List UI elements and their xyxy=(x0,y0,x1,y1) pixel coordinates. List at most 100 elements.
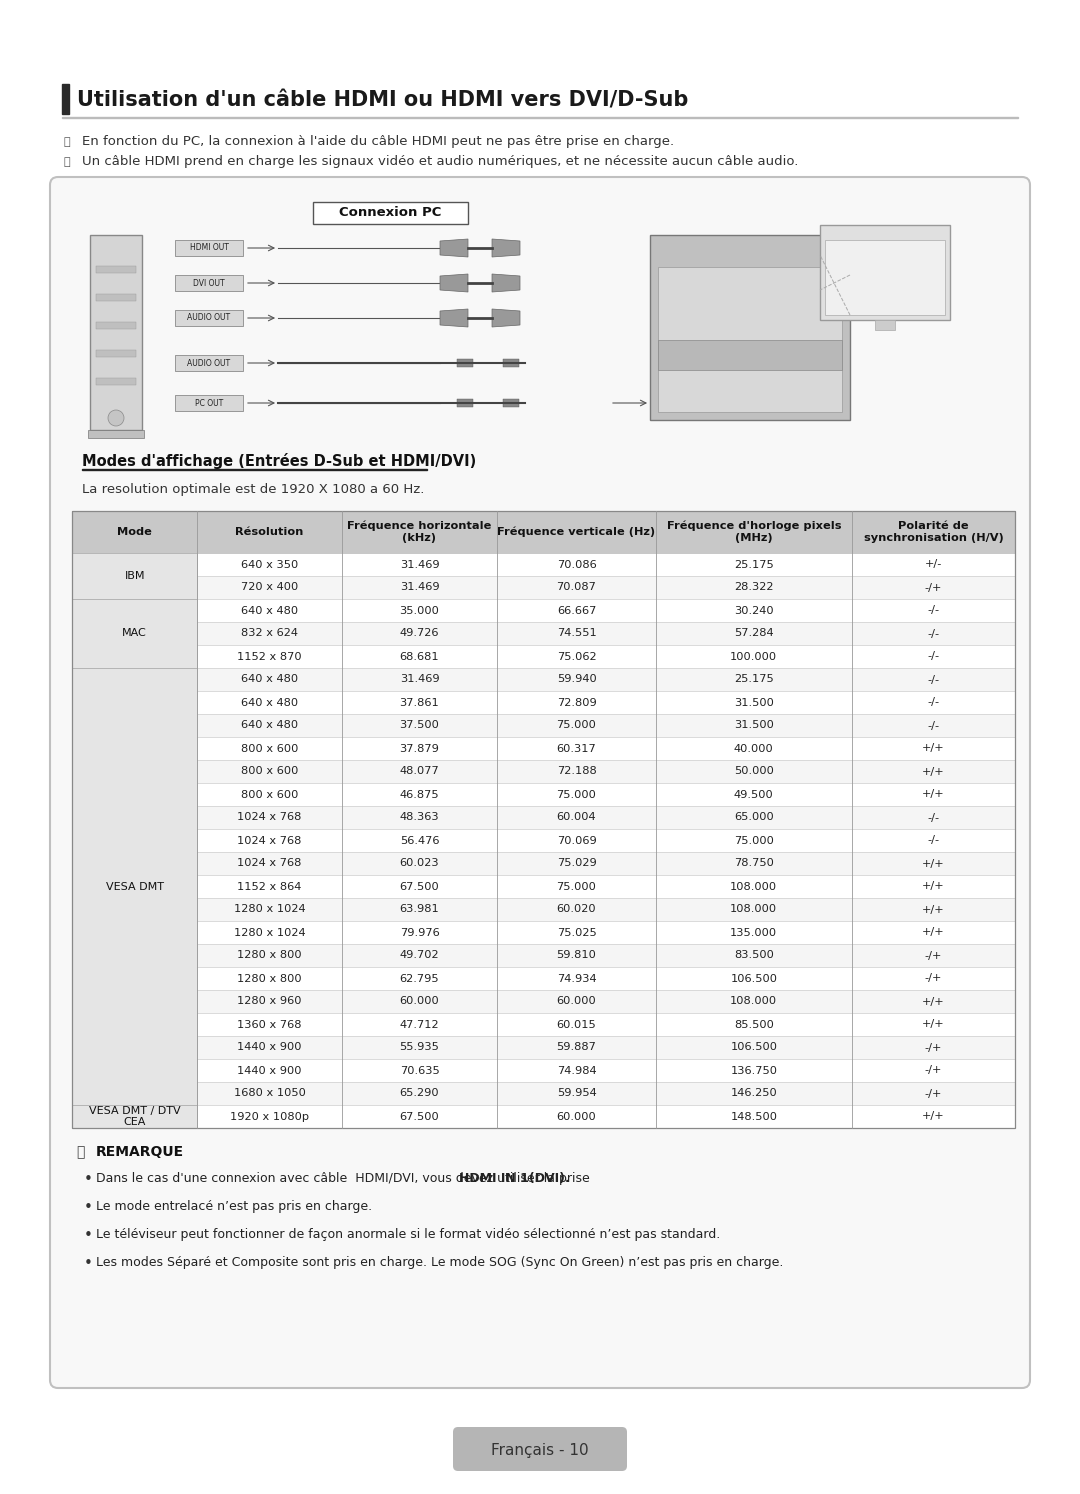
Bar xyxy=(503,399,519,406)
Text: 1280 x 1024: 1280 x 1024 xyxy=(233,928,306,938)
Bar xyxy=(96,350,136,357)
Text: Modes d'affichage (Entrées D-Sub et HDMI/DVI): Modes d'affichage (Entrées D-Sub et HDMI… xyxy=(82,453,476,469)
Bar xyxy=(658,267,842,412)
Text: +/+: +/+ xyxy=(922,766,945,777)
Text: 800 x 600: 800 x 600 xyxy=(241,766,298,777)
Text: 49.726: 49.726 xyxy=(400,629,440,638)
Text: 40.000: 40.000 xyxy=(734,744,773,753)
Text: MAC: MAC xyxy=(122,629,147,638)
Text: 74.984: 74.984 xyxy=(556,1065,596,1076)
Text: 146.250: 146.250 xyxy=(730,1089,778,1098)
Text: Mode: Mode xyxy=(118,527,152,536)
Text: •: • xyxy=(84,1171,93,1188)
Text: 60.015: 60.015 xyxy=(556,1019,596,1029)
Text: -/-: -/- xyxy=(928,813,940,823)
Text: La resolution optimale est de 1920 X 1080 a 60 Hz.: La resolution optimale est de 1920 X 108… xyxy=(82,483,424,496)
Text: 75.062: 75.062 xyxy=(556,651,596,662)
Bar xyxy=(72,1106,198,1128)
Bar xyxy=(457,399,473,406)
Text: Le mode entrelacé n’est pas pris en charge.: Le mode entrelacé n’est pas pris en char… xyxy=(96,1200,373,1213)
Text: 70.069: 70.069 xyxy=(556,835,596,846)
Text: •: • xyxy=(84,1256,93,1271)
Text: •: • xyxy=(84,1200,93,1215)
Text: 31.500: 31.500 xyxy=(733,698,773,708)
Polygon shape xyxy=(440,309,468,327)
Text: 46.875: 46.875 xyxy=(400,789,440,799)
Text: AUDIO OUT: AUDIO OUT xyxy=(188,314,230,323)
Bar xyxy=(72,829,1015,852)
Text: 70.086: 70.086 xyxy=(556,559,596,569)
Text: 49.500: 49.500 xyxy=(734,789,773,799)
Bar xyxy=(72,898,1015,920)
Text: 59.887: 59.887 xyxy=(556,1043,596,1052)
Text: 49.702: 49.702 xyxy=(400,950,440,961)
Bar xyxy=(503,359,519,368)
Text: Les modes Séparé et Composite sont pris en charge. Le mode SOG (Sync On Green) n: Les modes Séparé et Composite sont pris … xyxy=(96,1256,783,1268)
Text: 50.000: 50.000 xyxy=(733,766,773,777)
Text: 108.000: 108.000 xyxy=(730,904,778,914)
Text: AUDIO OUT: AUDIO OUT xyxy=(188,359,230,368)
Text: -/+: -/+ xyxy=(924,1065,942,1076)
Bar xyxy=(96,378,136,385)
Text: 640 x 480: 640 x 480 xyxy=(241,605,298,616)
Text: 60.000: 60.000 xyxy=(556,996,596,1007)
Bar xyxy=(72,1035,1015,1059)
Circle shape xyxy=(108,409,124,426)
Bar xyxy=(72,553,198,599)
Text: +/+: +/+ xyxy=(922,1112,945,1122)
Bar xyxy=(825,241,945,315)
Bar xyxy=(457,359,473,368)
FancyBboxPatch shape xyxy=(50,176,1030,1388)
Text: 83.500: 83.500 xyxy=(733,950,773,961)
Text: -/+: -/+ xyxy=(924,583,942,593)
Text: 63.981: 63.981 xyxy=(400,904,440,914)
Text: 56.476: 56.476 xyxy=(400,835,440,846)
Bar xyxy=(72,668,198,1106)
Text: Français - 10: Français - 10 xyxy=(491,1443,589,1458)
Text: Connexion PC: Connexion PC xyxy=(339,206,442,220)
Text: 31.500: 31.500 xyxy=(733,720,773,731)
Text: 79.976: 79.976 xyxy=(400,928,440,938)
Bar xyxy=(96,323,136,329)
Text: VESA DMT / DTV
CEA: VESA DMT / DTV CEA xyxy=(89,1106,180,1128)
Text: 800 x 600: 800 x 600 xyxy=(241,744,298,753)
Bar xyxy=(175,241,243,255)
Text: REMARQUE: REMARQUE xyxy=(96,1144,184,1159)
Text: 78.750: 78.750 xyxy=(733,859,773,868)
Bar xyxy=(875,320,895,330)
Bar xyxy=(96,294,136,300)
Text: 640 x 350: 640 x 350 xyxy=(241,559,298,569)
Bar xyxy=(72,553,1015,577)
Text: 106.500: 106.500 xyxy=(730,974,778,983)
Text: 70.635: 70.635 xyxy=(400,1065,440,1076)
Text: 60.020: 60.020 xyxy=(556,904,596,914)
Bar xyxy=(72,875,1015,898)
Bar xyxy=(90,235,141,430)
Text: 59.940: 59.940 xyxy=(556,674,596,684)
Polygon shape xyxy=(492,239,519,257)
Text: 1024 x 768: 1024 x 768 xyxy=(238,859,301,868)
Bar xyxy=(72,920,1015,944)
Text: Utilisation d'un câble HDMI ou HDMI vers DVI/D-Sub: Utilisation d'un câble HDMI ou HDMI vers… xyxy=(77,91,688,111)
Polygon shape xyxy=(440,239,468,257)
Text: 60.317: 60.317 xyxy=(556,744,596,753)
Text: +/+: +/+ xyxy=(922,859,945,868)
Text: VESA DMT: VESA DMT xyxy=(106,881,164,892)
Text: -/-: -/- xyxy=(928,605,940,616)
Text: HDMI OUT: HDMI OUT xyxy=(190,244,229,252)
Text: 📝: 📝 xyxy=(63,157,69,167)
Text: IBM: IBM xyxy=(124,571,145,581)
Text: 75.000: 75.000 xyxy=(733,835,773,846)
Text: 70.087: 70.087 xyxy=(556,583,596,593)
Bar xyxy=(72,991,1015,1013)
Bar xyxy=(72,944,1015,967)
Text: 1360 x 768: 1360 x 768 xyxy=(238,1019,301,1029)
Text: Fréquence verticale (Hz): Fréquence verticale (Hz) xyxy=(498,527,656,538)
Bar xyxy=(72,783,1015,805)
Text: 1440 x 900: 1440 x 900 xyxy=(238,1043,301,1052)
Text: 📝: 📝 xyxy=(76,1144,84,1159)
Bar xyxy=(96,266,136,273)
Text: 59.810: 59.810 xyxy=(556,950,596,961)
Text: -/+: -/+ xyxy=(924,1043,942,1052)
Text: 800 x 600: 800 x 600 xyxy=(241,789,298,799)
